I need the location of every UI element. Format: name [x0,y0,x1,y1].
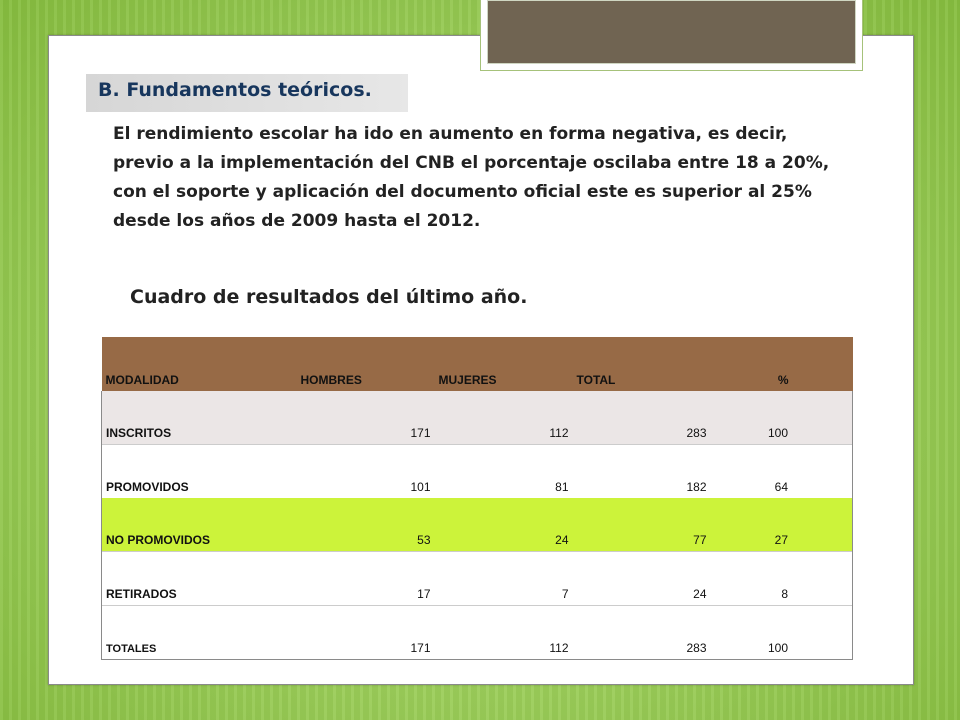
cell-percent: 100 [710,391,853,445]
header-hombres: HOMBRES [296,337,435,391]
cell-percent: 100 [710,605,853,660]
cell-total: 24 [572,551,711,606]
section-title-background [86,74,408,112]
section-title: B. Fundamentos teóricos. [98,79,372,101]
decorative-frame-inner [487,0,856,64]
row-label: INSCRITOS [101,391,297,445]
table-caption: Cuadro de resultados del último año. [130,286,528,308]
cell-hombres: 171 [296,605,435,660]
cell-mujeres: 7 [434,551,573,606]
cell-mujeres: 112 [434,391,573,445]
cell-mujeres: 112 [434,605,573,660]
table-row: INSCRITOS 171 112 283 100 [101,391,853,445]
cell-total: 283 [572,391,711,445]
row-label: RETIRADOS [101,551,297,606]
body-paragraph: El rendimiento escolar ha ido en aumento… [113,124,830,231]
cell-percent: 8 [710,551,853,606]
cell-hombres: 101 [296,444,435,498]
cell-percent: 27 [710,498,853,552]
table-row-highlighted: NO PROMOVIDOS 53 24 77 27 [101,498,853,552]
cell-hombres: 53 [296,498,435,552]
header-modalidad: MODALIDAD [101,337,297,391]
cell-mujeres: 24 [434,498,573,552]
cell-mujeres: 81 [434,444,573,498]
header-mujeres: MUJERES [434,337,573,391]
decorative-frame [480,0,863,71]
row-label: NO PROMOVIDOS [101,498,297,552]
header-total: TOTAL [572,337,711,391]
cell-total: 182 [572,444,711,498]
cell-hombres: 171 [296,391,435,445]
table-row-totals: TOTALES 171 112 283 100 [101,605,853,660]
row-label: TOTALES [101,605,297,660]
table-header-row: MODALIDAD HOMBRES MUJERES TOTAL % [101,337,853,391]
header-percent: % [710,337,853,391]
cell-total: 283 [572,605,711,660]
cell-total: 77 [572,498,711,552]
cell-percent: 64 [710,444,853,498]
table-row: RETIRADOS 17 7 24 8 [101,551,853,606]
results-table: MODALIDAD HOMBRES MUJERES TOTAL % INSCRI… [101,337,853,660]
row-label: PROMOVIDOS [101,444,297,498]
cell-hombres: 17 [296,551,435,606]
table-row: PROMOVIDOS 101 81 182 64 [101,444,853,498]
